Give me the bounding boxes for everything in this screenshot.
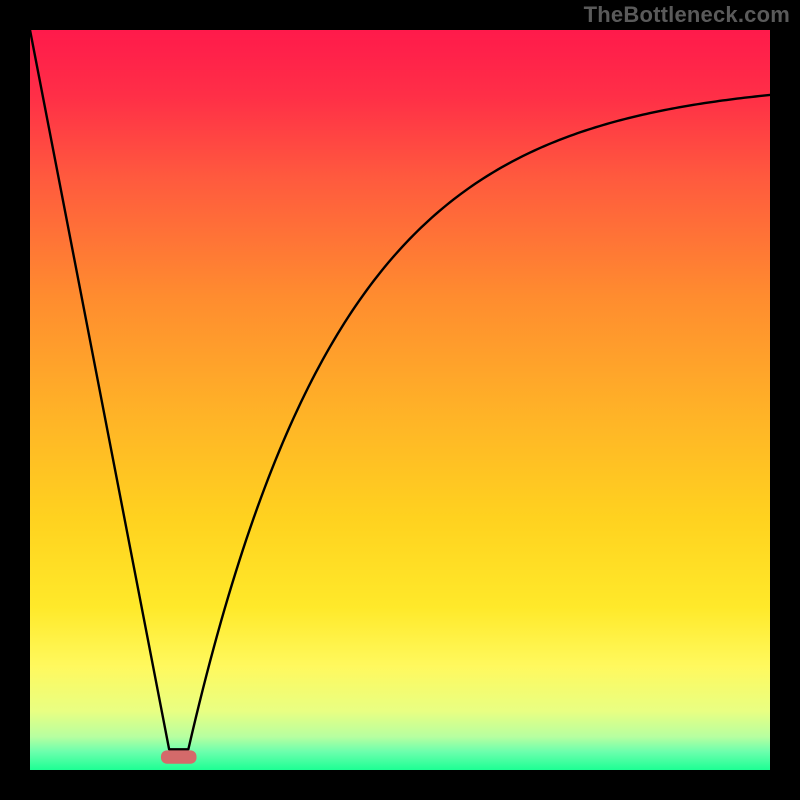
optimum-marker [161, 750, 197, 763]
plot-background [30, 30, 770, 770]
chart-stage: TheBottleneck.com [0, 0, 800, 800]
chart-svg [0, 0, 800, 800]
attribution-label: TheBottleneck.com [584, 2, 790, 28]
